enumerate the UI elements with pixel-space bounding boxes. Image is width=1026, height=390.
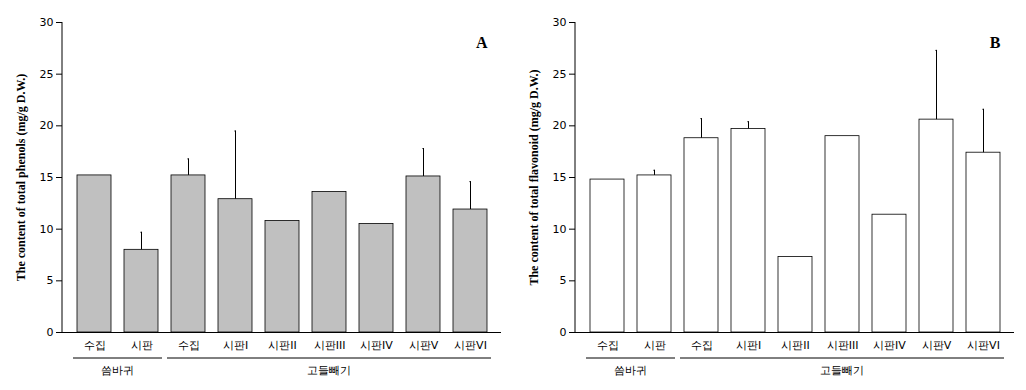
- svg-text:수집: 수집: [178, 339, 200, 352]
- svg-text:시판VI: 시판VI: [967, 339, 1000, 352]
- svg-text:고들빼기: 고들빼기: [820, 364, 864, 377]
- svg-text:The content of total phenols (: The content of total phenols (mg/g D.W.): [14, 74, 28, 282]
- svg-text:시판II: 시판II: [268, 339, 297, 352]
- svg-text:10: 10: [553, 223, 567, 236]
- svg-text:수집: 수집: [84, 339, 106, 352]
- svg-text:B: B: [990, 34, 1001, 51]
- svg-text:시판I: 시판I: [736, 339, 761, 352]
- svg-text:시판III: 시판III: [827, 339, 859, 352]
- svg-text:0: 0: [560, 326, 567, 339]
- svg-text:5: 5: [560, 274, 567, 287]
- svg-text:30: 30: [40, 16, 54, 29]
- svg-text:20: 20: [553, 119, 567, 132]
- svg-text:시판III: 시판III: [314, 339, 346, 352]
- svg-text:시판IV: 시판IV: [360, 339, 393, 352]
- svg-text:고들빼기: 고들빼기: [307, 364, 351, 377]
- svg-text:20: 20: [40, 119, 54, 132]
- svg-text:씀바귀: 씀바귀: [614, 364, 647, 377]
- svg-text:시판V: 시판V: [922, 339, 952, 352]
- svg-text:30: 30: [553, 16, 567, 29]
- svg-text:시판: 시판: [644, 339, 666, 352]
- svg-text:시판VI: 시판VI: [454, 339, 487, 352]
- svg-text:A: A: [476, 34, 488, 51]
- svg-text:25: 25: [40, 68, 54, 81]
- svg-text:수집: 수집: [691, 339, 713, 352]
- svg-text:시판I: 시판I: [223, 339, 248, 352]
- svg-text:10: 10: [40, 223, 54, 236]
- svg-text:25: 25: [553, 68, 567, 81]
- svg-text:씀바귀: 씀바귀: [101, 364, 134, 377]
- svg-text:The content of total flavonoid: The content of total flavonoid (mg/g D.W…: [527, 69, 541, 285]
- svg-text:시판II: 시판II: [781, 339, 810, 352]
- svg-text:시판IV: 시판IV: [873, 339, 906, 352]
- svg-text:0: 0: [47, 326, 54, 339]
- svg-text:15: 15: [40, 171, 54, 184]
- svg-text:5: 5: [47, 274, 54, 287]
- svg-text:15: 15: [553, 171, 567, 184]
- svg-text:수집: 수집: [597, 339, 619, 352]
- svg-text:시판: 시판: [131, 339, 153, 352]
- svg-text:시판V: 시판V: [409, 339, 439, 352]
